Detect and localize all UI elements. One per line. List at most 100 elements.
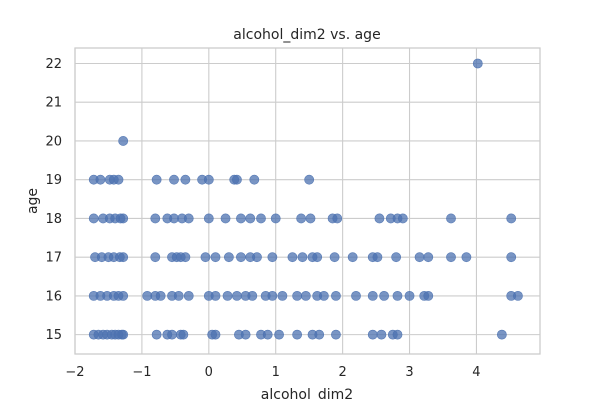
scatter-point xyxy=(220,213,231,224)
scatter-point xyxy=(506,213,517,224)
x-tick-label: 2 xyxy=(338,365,346,380)
x-tick-label: 0 xyxy=(205,365,213,380)
scatter-point xyxy=(203,213,214,224)
scatter-point xyxy=(236,213,246,224)
scatter-point xyxy=(167,329,177,340)
scatter-point xyxy=(232,174,242,185)
scatter-point xyxy=(296,213,307,224)
scatter-point xyxy=(150,213,161,224)
scatter-point xyxy=(332,213,343,224)
x-axis-label: alcohol_dim2 xyxy=(261,387,353,400)
scatter-point xyxy=(236,252,246,263)
x-tick-label: −2 xyxy=(65,365,84,380)
scatter-point xyxy=(397,213,408,224)
x-tick-label: 1 xyxy=(272,365,280,380)
scatter-point xyxy=(88,213,99,224)
scatter-point xyxy=(203,174,214,185)
scatter-point xyxy=(312,252,323,263)
scatter-point xyxy=(392,329,403,340)
scatter-point xyxy=(292,290,303,301)
scatter-point xyxy=(374,213,385,224)
scatter-point xyxy=(252,252,262,263)
scatter-point xyxy=(351,290,361,301)
scatter-point xyxy=(180,174,191,185)
scatter-point xyxy=(240,329,251,340)
scatter-point xyxy=(376,329,387,340)
scatter-points xyxy=(88,58,523,340)
scatter-point xyxy=(151,329,162,340)
scatter-point xyxy=(118,213,129,224)
scatter-point xyxy=(404,290,415,301)
x-tick-label: 3 xyxy=(405,365,413,380)
scatter-point xyxy=(150,252,161,263)
scatter-point xyxy=(314,329,325,340)
scatter-point xyxy=(270,213,281,224)
scatter-point xyxy=(367,329,378,340)
scatter-point xyxy=(287,252,298,263)
scatter-point xyxy=(472,58,483,69)
scatter-point xyxy=(173,290,184,301)
scatter-point xyxy=(249,174,260,185)
scatter-point xyxy=(513,290,523,301)
scatter-point xyxy=(113,174,124,185)
scatter-point xyxy=(267,290,278,301)
scatter-point xyxy=(200,252,211,263)
scatter-point xyxy=(277,290,288,301)
scatter-point xyxy=(245,213,256,224)
scatter-point xyxy=(446,252,456,263)
scatter-point xyxy=(210,252,221,263)
scatter-point xyxy=(392,290,403,301)
scatter-point xyxy=(414,252,425,263)
scatter-point xyxy=(155,290,166,301)
y-tick-label: 16 xyxy=(45,289,62,304)
scatter-point xyxy=(329,252,340,263)
chart-title: alcohol_dim2 vs. age xyxy=(233,27,380,43)
scatter-point xyxy=(331,329,341,340)
scatter-point xyxy=(267,252,278,263)
scatter-point xyxy=(183,213,194,224)
scatter-point xyxy=(222,290,233,301)
y-tick-label: 20 xyxy=(45,134,62,149)
scatter-point xyxy=(372,252,383,263)
y-tick-label: 21 xyxy=(45,96,62,111)
scatter-point xyxy=(297,252,308,263)
scatter-point xyxy=(331,290,341,301)
scatter-point xyxy=(151,174,162,185)
scatter-point xyxy=(347,252,358,263)
scatter-point xyxy=(292,329,303,340)
scatter-point xyxy=(118,252,129,263)
x-tick-label: 4 xyxy=(472,365,480,380)
scatter-point xyxy=(391,252,402,263)
scatter-point xyxy=(118,329,129,340)
scatter-point xyxy=(169,174,179,185)
y-tick-label: 15 xyxy=(45,328,62,343)
y-tick-label: 22 xyxy=(45,57,62,72)
scatter-point xyxy=(318,290,329,301)
scatter-point xyxy=(180,252,191,263)
scatter-point xyxy=(496,329,507,340)
x-tick-label: −1 xyxy=(132,365,151,380)
scatter-point xyxy=(95,174,106,185)
scatter-point xyxy=(223,252,234,263)
scatter-point xyxy=(210,290,221,301)
scatter-point xyxy=(247,290,258,301)
y-tick-label: 17 xyxy=(45,251,62,266)
scatter-point xyxy=(178,329,189,340)
scatter-point xyxy=(446,213,456,224)
y-tick-label: 19 xyxy=(45,173,62,188)
scatter-point xyxy=(183,290,194,301)
scatter-point xyxy=(379,290,390,301)
scatter-point xyxy=(274,329,284,340)
x-tick-labels: −2 −1 0 1 2 3 4 xyxy=(65,365,480,380)
scatter-point xyxy=(210,329,221,340)
scatter-point xyxy=(423,252,434,263)
scatter-point xyxy=(118,136,129,146)
scatter-point xyxy=(367,290,378,301)
scatter-point xyxy=(300,290,311,301)
scatter-point xyxy=(305,213,316,224)
scatter-point xyxy=(118,290,129,301)
scatter-point xyxy=(262,329,273,340)
scatter-point xyxy=(232,290,242,301)
